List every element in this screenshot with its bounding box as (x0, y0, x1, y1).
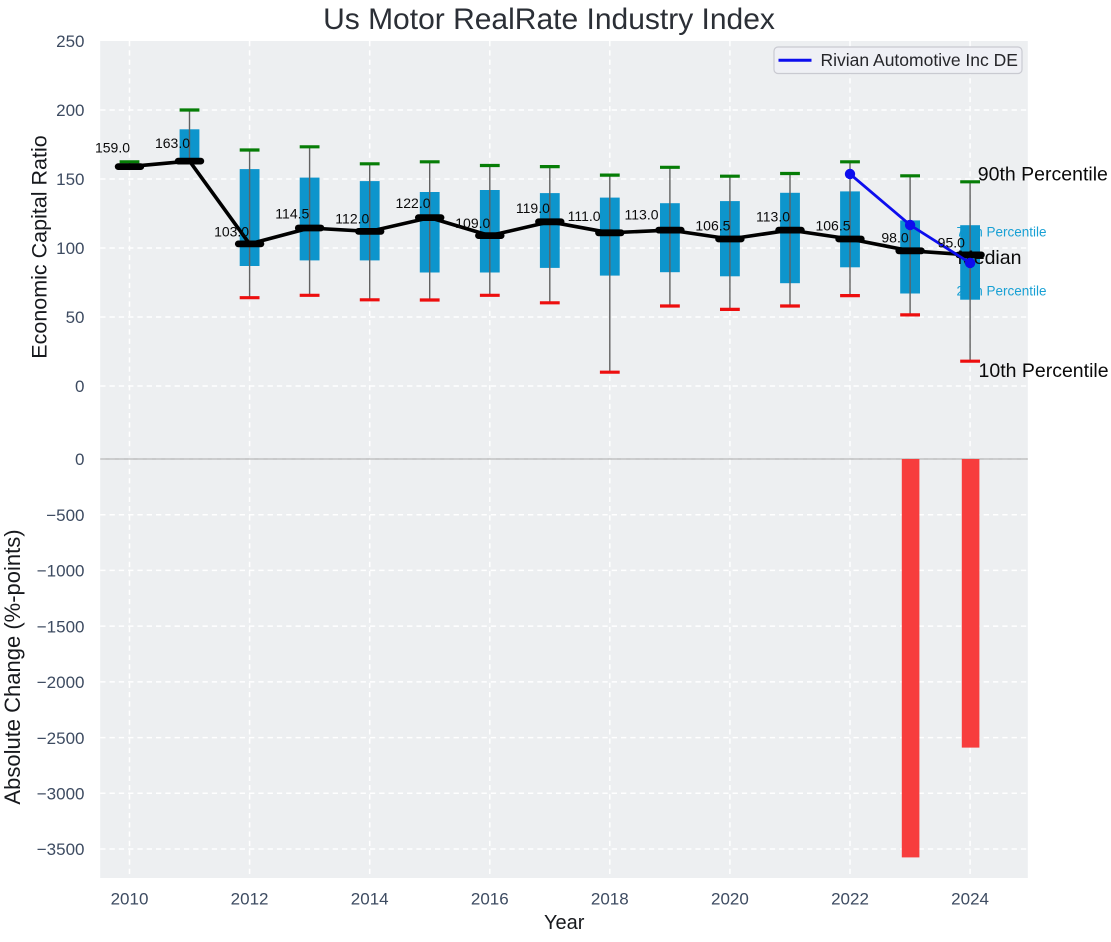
svg-text:2024: 2024 (951, 890, 989, 909)
svg-text:113.0: 113.0 (625, 207, 659, 223)
svg-text:10th Percentile: 10th Percentile (979, 360, 1109, 382)
svg-text:0: 0 (75, 450, 84, 469)
svg-text:103.0: 103.0 (214, 223, 249, 239)
svg-text:150: 150 (56, 170, 84, 189)
svg-text:2012: 2012 (231, 890, 269, 909)
svg-text:111.0: 111.0 (568, 208, 601, 224)
svg-text:119.0: 119.0 (516, 200, 550, 216)
svg-text:122.0: 122.0 (395, 195, 430, 211)
svg-text:−1000: −1000 (37, 562, 85, 581)
svg-text:159.0: 159.0 (95, 140, 130, 156)
svg-text:2010: 2010 (111, 890, 149, 909)
svg-text:106.5: 106.5 (815, 218, 850, 234)
svg-text:2016: 2016 (471, 890, 509, 909)
svg-text:2020: 2020 (711, 890, 749, 909)
svg-text:−1500: −1500 (37, 617, 85, 636)
svg-text:100: 100 (56, 239, 84, 258)
svg-text:2018: 2018 (591, 890, 629, 909)
svg-text:98.0: 98.0 (881, 229, 908, 245)
svg-text:112.0: 112.0 (335, 210, 369, 226)
svg-text:109.0: 109.0 (455, 215, 490, 231)
svg-text:113.0: 113.0 (756, 209, 790, 225)
svg-text:Year: Year (544, 912, 585, 934)
svg-text:−2000: −2000 (37, 673, 85, 692)
svg-text:Rivian Automotive Inc DE: Rivian Automotive Inc DE (821, 50, 1018, 70)
svg-text:114.5: 114.5 (275, 206, 309, 222)
svg-text:250: 250 (56, 32, 84, 51)
svg-text:−3500: −3500 (37, 840, 85, 859)
svg-text:−2500: −2500 (37, 729, 85, 748)
svg-text:Economic Capital Ratio: Economic Capital Ratio (27, 135, 51, 359)
svg-text:95.0: 95.0 (938, 235, 965, 251)
svg-text:200: 200 (56, 101, 84, 120)
svg-text:2022: 2022 (831, 890, 869, 909)
svg-text:Absolute Change (%-points): Absolute Change (%-points) (0, 529, 25, 804)
svg-text:Us Motor RealRate Industry Ind: Us Motor RealRate Industry Index (323, 3, 775, 36)
svg-text:106.5: 106.5 (695, 218, 730, 234)
svg-text:163.0: 163.0 (155, 135, 190, 151)
svg-text:−3000: −3000 (37, 785, 85, 804)
svg-text:2014: 2014 (351, 890, 389, 909)
svg-text:−500: −500 (46, 506, 84, 525)
svg-text:50: 50 (66, 308, 85, 327)
svg-text:90th Percentile: 90th Percentile (978, 164, 1108, 186)
svg-text:0: 0 (75, 377, 84, 396)
